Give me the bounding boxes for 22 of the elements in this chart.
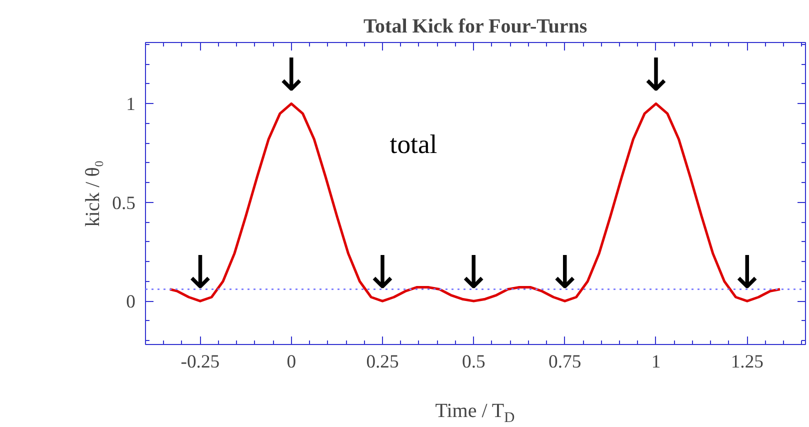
y-tick-label: 0.5 — [112, 192, 136, 214]
x-tick-label: -0.25 — [180, 352, 220, 372]
x-tick-label: 0 — [286, 352, 296, 372]
x-tick-label: 0.5 — [462, 352, 486, 372]
y-axis-title: kick / θ₀ — [82, 160, 104, 227]
x-tick-label: 0.25 — [366, 352, 399, 372]
chart-title: Total Kick for Four-Turns — [364, 16, 588, 38]
y-tick-label: 0 — [126, 292, 136, 313]
x-tick-label: 0.75 — [548, 352, 582, 372]
annotation: ↓ — [272, 48, 310, 102]
line-series — [168, 102, 782, 302]
annotation: ↓ — [181, 246, 220, 300]
annotation: ↓ — [364, 246, 402, 300]
x-axis-title: Time / T$_{D}$ — [435, 399, 515, 427]
annotation: ↓ — [728, 246, 766, 300]
annotation: ↓ — [637, 48, 675, 102]
x-tick-label: 1 — [651, 352, 661, 372]
text: total — [390, 128, 438, 159]
annotation: ↓ — [546, 246, 584, 300]
y-tick-label: 1 — [126, 94, 136, 116]
annotation: ↓ — [454, 246, 493, 300]
x-tick-label: 1.25 — [730, 352, 764, 372]
